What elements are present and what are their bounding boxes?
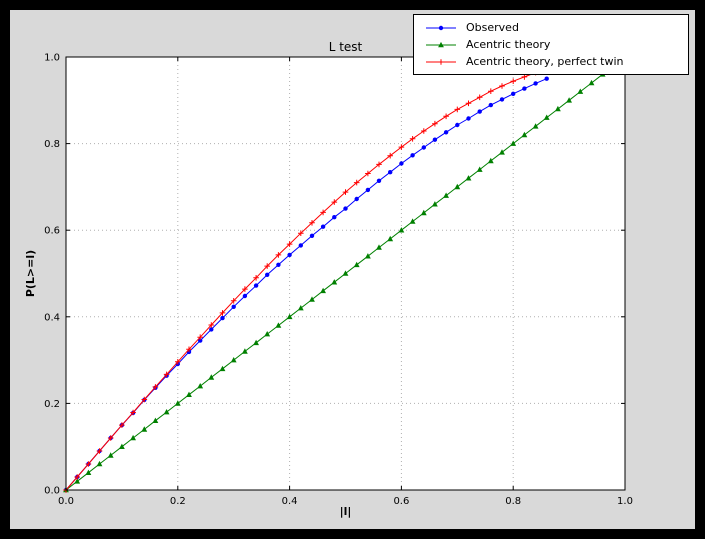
svg-text:0.4: 0.4 xyxy=(44,312,60,323)
svg-text:0.6: 0.6 xyxy=(393,496,409,507)
svg-text:0.8: 0.8 xyxy=(505,496,521,507)
legend-line-sample-observed xyxy=(426,25,456,30)
figure-canvas: 0.0 0.2 0.4 0.6 0.8 1.0 0.0 0.2 0.4 0.6 0.8 1.0 L t… xyxy=(10,10,695,529)
svg-text:0.2: 0.2 xyxy=(44,399,60,410)
svg-text:0.6: 0.6 xyxy=(44,226,60,237)
legend-entry-acentric-theory: Acentric theory xyxy=(424,38,674,51)
svg-text:0.0: 0.0 xyxy=(58,496,74,507)
legend-entry-perfect-twin: Acentric theory, perfect twin xyxy=(424,55,674,68)
svg-text:0.0: 0.0 xyxy=(44,486,60,497)
legend-line-sample-acentric-theory xyxy=(426,41,456,47)
legend-entry-observed: Observed xyxy=(424,21,674,34)
legend-label-observed: Observed xyxy=(466,21,519,34)
svg-text:0.8: 0.8 xyxy=(44,139,60,150)
legend: Observed Acentric theory Acentric theory… xyxy=(413,14,689,75)
svg-text:0.4: 0.4 xyxy=(282,496,298,507)
y-axis-label: P(L>=l) xyxy=(24,249,37,298)
svg-text:1.0: 1.0 xyxy=(617,496,633,507)
x-axis-label: |l| xyxy=(339,505,352,518)
chart-title: L test xyxy=(328,40,363,54)
svg-text:1.0: 1.0 xyxy=(44,53,60,64)
legend-label-acentric-theory: Acentric theory xyxy=(466,38,551,51)
svg-text:0.2: 0.2 xyxy=(170,496,186,507)
plot-area: 0.0 0.2 0.4 0.6 0.8 1.0 0.0 0.2 0.4 0.6 0.8 1.0 xyxy=(44,53,633,508)
legend-line-sample-perfect-twin xyxy=(426,58,456,65)
legend-label-perfect-twin: Acentric theory, perfect twin xyxy=(466,55,624,68)
